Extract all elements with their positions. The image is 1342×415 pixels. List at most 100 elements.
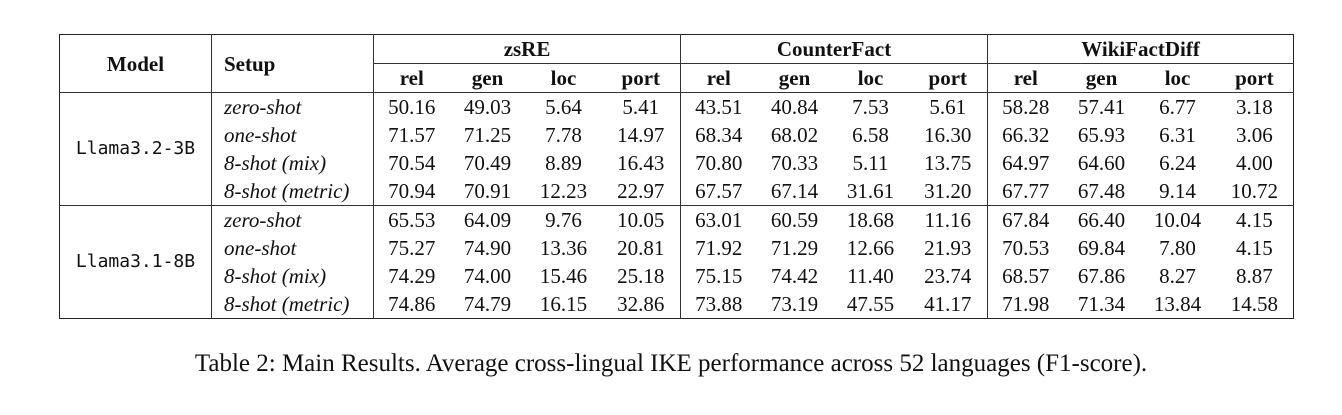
value-cell: 4.15	[1235, 208, 1273, 232]
value-cell: 7.53	[852, 95, 889, 119]
value-cell: 18.68	[846, 208, 895, 232]
header-metric-rel: rel	[680, 63, 757, 93]
value-cell: 31.61	[832, 177, 909, 206]
value-cell: 7.78	[545, 123, 582, 147]
table-body: Llama3.2-3B zero-shot 50.16 49.03 5.64 5.41 43…	[59, 92, 1294, 319]
setup-cell: 8-shot (metric)	[211, 290, 374, 319]
header-metric-rel: rel	[373, 63, 450, 93]
value-cell: 49.03	[463, 95, 512, 119]
value-cell: 31.20	[908, 177, 988, 206]
value-cell: 11.16	[924, 208, 972, 232]
value-cell: 41.17	[924, 292, 972, 316]
header-model: Model	[59, 34, 212, 93]
value-cell: 22.97	[601, 177, 681, 206]
value-cell: 10.05	[617, 208, 665, 232]
value-cell: 70.91	[449, 177, 526, 206]
header-group-wikifactdiff: WikiFactDiff	[987, 34, 1294, 64]
value-cell: 25.18	[617, 264, 665, 288]
model-name-cell: Llama3.1-8B	[75, 251, 196, 272]
value-cell: 71.25	[463, 123, 512, 147]
value-cell: 70.54	[373, 149, 450, 177]
value-cell: 74.42	[770, 264, 819, 288]
value-cell: 20.81	[617, 236, 665, 260]
header-metric-loc: loc	[832, 63, 909, 93]
value-cell: 8.27	[1159, 264, 1196, 288]
value-cell: 58.28	[987, 92, 1064, 121]
value-cell: 16.15	[539, 292, 588, 316]
value-cell: 21.93	[924, 236, 972, 260]
setup-cell: one-shot	[211, 234, 374, 262]
table-row: 8-shot (mix) 74.29 74.00 15.46 25.18 75.15 74.…	[60, 262, 1294, 290]
value-cell: 64.09	[463, 208, 512, 232]
value-cell: 70.49	[463, 151, 512, 175]
value-cell: 47.55	[846, 292, 895, 316]
table-row: one-shot 71.57 71.25 7.78 14.97 68.34 68.02 6.5…	[60, 121, 1294, 149]
table-caption: Table 2: Main Results. Average cross-lin…	[194, 350, 1148, 377]
setup-cell: 8-shot (mix)	[211, 262, 374, 290]
value-cell: 67.77	[987, 177, 1064, 206]
value-cell: 75.27	[373, 234, 450, 262]
value-cell: 12.23	[525, 177, 602, 206]
value-cell: 71.34	[1077, 292, 1126, 316]
table-row: 8-shot (mix) 70.54 70.49 8.89 16.43 70.80 70.3…	[60, 149, 1294, 177]
value-cell: 63.01	[680, 205, 757, 234]
value-cell: 64.97	[987, 149, 1064, 177]
value-cell: 71.98	[987, 290, 1064, 319]
setup-cell: one-shot	[211, 121, 374, 149]
value-cell: 70.33	[770, 151, 819, 175]
value-cell: 23.74	[924, 264, 972, 288]
value-cell: 12.66	[846, 236, 895, 260]
value-cell: 5.11	[852, 151, 889, 175]
value-cell: 50.16	[373, 92, 450, 121]
header-metric-gen: gen	[756, 63, 833, 93]
value-cell: 71.29	[770, 236, 819, 260]
header-metric-gen: gen	[1063, 63, 1140, 93]
setup-cell: zero-shot	[211, 205, 374, 234]
results-table-container: Model Setup zsRE CounterFact WikiFactDif…	[59, 34, 1295, 319]
value-cell: 13.84	[1153, 292, 1202, 316]
value-cell: 14.97	[617, 123, 665, 147]
setup-cell: 8-shot (mix)	[211, 149, 374, 177]
value-cell: 6.77	[1159, 95, 1196, 119]
value-cell: 15.46	[539, 264, 588, 288]
value-cell: 60.59	[770, 208, 819, 232]
value-cell: 16.30	[924, 123, 972, 147]
setup-cell: 8-shot (metric)	[211, 177, 374, 206]
model-name-cell: Llama3.2-3B	[59, 92, 212, 206]
value-cell: 68.02	[770, 123, 819, 147]
value-cell: 64.60	[1077, 151, 1126, 175]
value-cell: 7.80	[1159, 236, 1196, 260]
table-row: one-shot 75.27 74.90 13.36 20.81 71.92 71.29 12…	[60, 234, 1294, 262]
value-cell: 57.41	[1077, 95, 1126, 119]
value-cell: 65.53	[373, 205, 450, 234]
value-cell: 9.14	[1139, 177, 1216, 206]
value-cell: 6.24	[1159, 151, 1196, 175]
value-cell: 68.34	[680, 121, 757, 149]
value-cell: 5.64	[545, 95, 582, 119]
results-table: Model Setup zsRE CounterFact WikiFactDif…	[59, 34, 1295, 319]
value-cell: 32.86	[617, 292, 665, 316]
value-cell: 70.53	[987, 234, 1064, 262]
header-metric-rel: rel	[987, 63, 1064, 93]
value-cell: 73.19	[770, 292, 819, 316]
value-cell: 3.06	[1235, 123, 1273, 147]
header-metric-loc: loc	[525, 63, 602, 93]
header-row-groups: Model Setup zsRE CounterFact WikiFactDif…	[59, 34, 1294, 93]
value-cell: 5.61	[929, 95, 967, 119]
value-cell: 67.84	[987, 205, 1064, 234]
value-cell: 10.72	[1215, 177, 1294, 206]
header-metric-port: port	[908, 63, 988, 93]
value-cell: 66.32	[987, 121, 1064, 149]
header-row-metrics: rel gen loc port rel gen loc port rel ge…	[60, 63, 1294, 93]
value-cell: 71.92	[680, 234, 757, 262]
value-cell: 3.18	[1235, 95, 1273, 119]
value-cell: 71.57	[373, 121, 450, 149]
value-cell: 8.87	[1235, 264, 1273, 288]
header-group-zsre: zsRE	[372, 34, 681, 64]
header-metric-loc: loc	[1139, 63, 1216, 93]
value-cell: 74.29	[373, 262, 450, 290]
header-metric-port: port	[1215, 63, 1294, 93]
value-cell: 67.86	[1077, 264, 1126, 288]
value-cell: 13.75	[924, 151, 972, 175]
value-cell: 74.79	[463, 292, 512, 316]
